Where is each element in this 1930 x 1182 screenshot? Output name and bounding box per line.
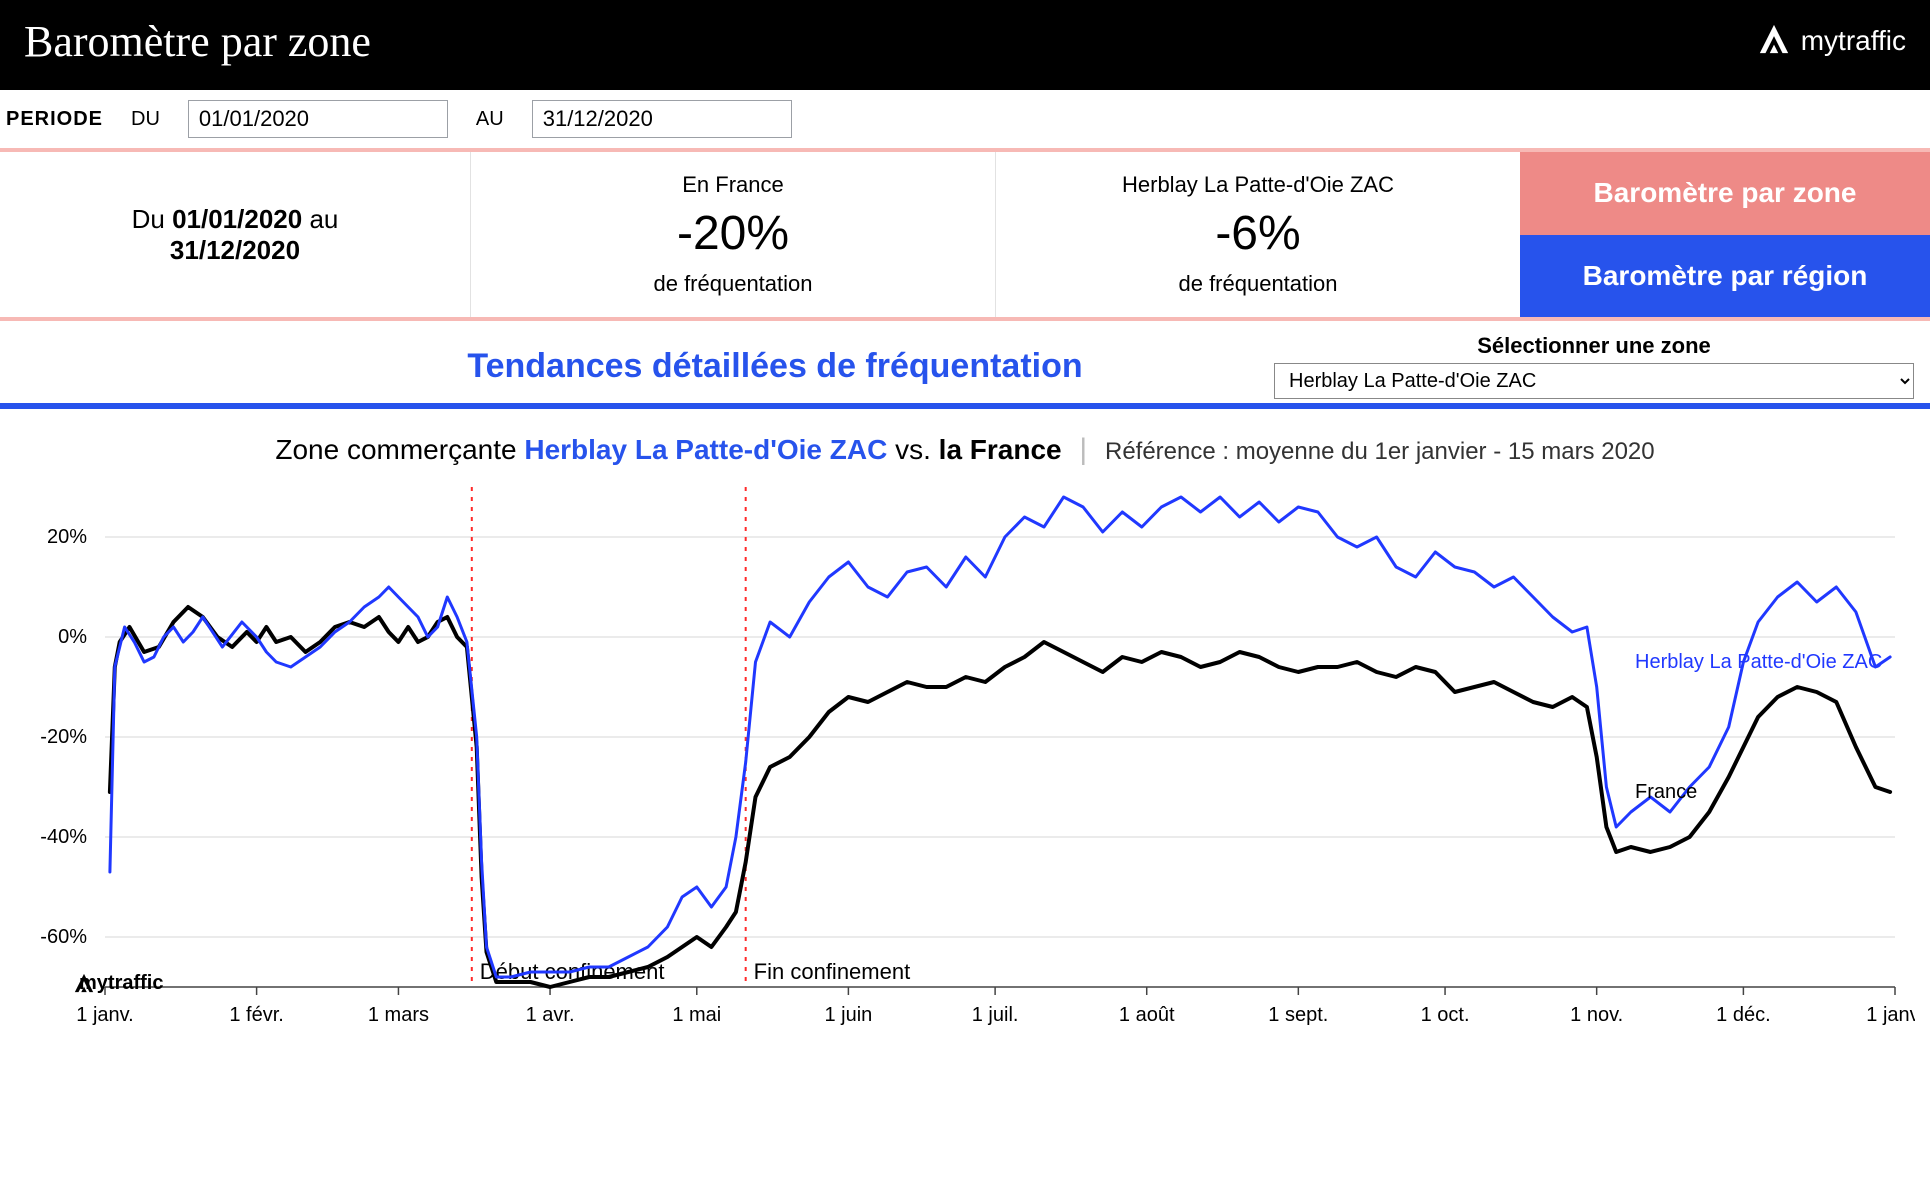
period-bar: PERIODE DU AU — [0, 90, 1930, 152]
y-tick-label: -60% — [40, 926, 87, 948]
chart-watermark: mytraffic — [73, 972, 163, 995]
period-label: PERIODE — [6, 108, 103, 131]
chart: -60% -40% -20% 0% 20% 1 janv. 1 févr. 1 mars 1 a… — [15, 477, 1915, 1037]
x-tick-label: 1 juin — [824, 1004, 872, 1026]
chart-svg: -60% -40% -20% 0% 20% 1 janv. 1 févr. 1 mars 1 a… — [15, 477, 1915, 1037]
zone-select-label: Sélectionner une zone — [1274, 333, 1914, 359]
x-tick-label: 1 déc. — [1716, 1004, 1770, 1026]
period-to-input[interactable] — [532, 100, 792, 138]
x-tick-label: 1 févr. — [229, 1004, 283, 1026]
period-from-input[interactable] — [188, 100, 448, 138]
brand-logo-icon — [1757, 22, 1791, 61]
y-tick-label: 20% — [47, 526, 87, 548]
x-tick-label: 1 janv. — [1866, 1004, 1915, 1026]
barometer-zone-button[interactable]: Baromètre par zone — [1520, 152, 1930, 235]
summary-row: Du 01/01/2020 au 31/12/2020 En France -2… — [0, 152, 1930, 321]
summary-period: Du 01/01/2020 au 31/12/2020 — [0, 152, 470, 317]
x-tick-label: 1 mars — [368, 1004, 429, 1026]
barometer-region-button[interactable]: Baromètre par région — [1520, 235, 1930, 318]
x-tick-label: 1 janv. — [76, 1004, 133, 1026]
x-tick-label: 1 oct. — [1421, 1004, 1470, 1026]
y-tick-label: -40% — [40, 826, 87, 848]
series-line — [110, 607, 1890, 987]
stat-france-label: En France — [682, 172, 784, 198]
period-from-label: DU — [131, 108, 160, 131]
summary-period-to: 31/12/2020 — [170, 235, 300, 265]
x-tick-label: 1 nov. — [1570, 1004, 1623, 1026]
x-tick-label: 1 avr. — [526, 1004, 575, 1026]
x-tick-label: 1 sept. — [1268, 1004, 1328, 1026]
chart-header-zone: Herblay La Patte-d'Oie ZAC — [524, 434, 887, 465]
stat-france-value: -20% — [677, 206, 789, 261]
header-bar: Baromètre par zone mytraffic — [0, 0, 1930, 90]
summary-period-prefix: Du — [132, 204, 172, 234]
summary-period-mid: au — [302, 204, 338, 234]
summary-buttons: Baromètre par zone Baromètre par région — [1520, 152, 1930, 317]
zone-select-wrap: Sélectionner une zone Herblay La Patte-d… — [1274, 333, 1914, 399]
chart-header-prefix: Zone commerçante — [275, 434, 524, 465]
legend-label: Herblay La Patte-d'Oie ZAC — [1635, 651, 1882, 673]
x-tick-label: 1 août — [1119, 1004, 1175, 1026]
chart-header: Zone commerçante Herblay La Patte-d'Oie … — [0, 409, 1930, 477]
section-bar: Tendances détaillées de fréquentation Sé… — [0, 321, 1930, 409]
stat-zone-label: Herblay La Patte-d'Oie ZAC — [1122, 172, 1394, 198]
stat-zone: Herblay La Patte-d'Oie ZAC -6% de fréque… — [995, 152, 1520, 317]
legend-label: France — [1635, 781, 1697, 803]
section-title: Tendances détaillées de fréquentation — [16, 347, 1274, 386]
vline-label: Fin confinement — [754, 959, 911, 984]
brand-logo: mytraffic — [1757, 22, 1906, 61]
chart-header-france: la France — [939, 434, 1062, 465]
x-tick-label: 1 juil. — [972, 1004, 1019, 1026]
y-tick-label: -20% — [40, 726, 87, 748]
chart-header-divider: | — [1079, 433, 1087, 466]
stat-zone-value: -6% — [1215, 206, 1300, 261]
x-tick-label: 1 mai — [672, 1004, 721, 1026]
y-tick-label: 0% — [58, 626, 87, 648]
chart-header-vs: vs. — [887, 434, 938, 465]
stat-france-sub: de fréquentation — [653, 271, 812, 297]
page-title: Baromètre par zone — [24, 16, 371, 67]
summary-period-from: 01/01/2020 — [172, 204, 302, 234]
stat-france: En France -20% de fréquentation — [470, 152, 995, 317]
stat-zone-sub: de fréquentation — [1178, 271, 1337, 297]
period-to-label: AU — [476, 108, 504, 131]
chart-header-reference: Référence : moyenne du 1er janvier - 15 … — [1105, 438, 1655, 465]
zone-select[interactable]: Herblay La Patte-d'Oie ZAC — [1274, 363, 1914, 399]
brand-name: mytraffic — [1801, 25, 1906, 57]
